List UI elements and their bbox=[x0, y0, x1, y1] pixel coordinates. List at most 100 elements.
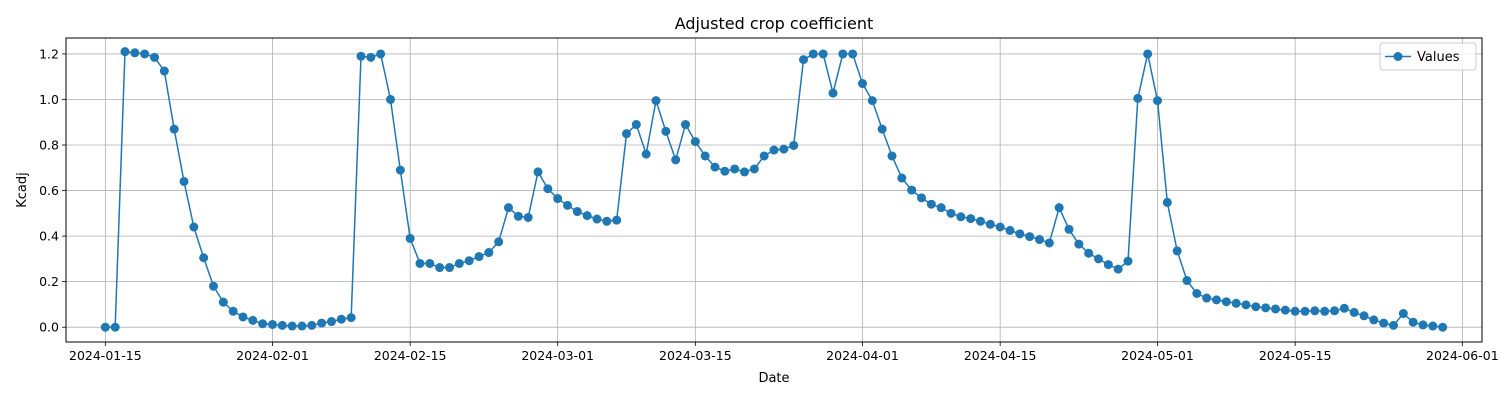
data-point bbox=[1408, 317, 1418, 327]
data-point bbox=[848, 49, 858, 59]
data-point bbox=[1418, 320, 1428, 330]
data-point bbox=[1369, 315, 1379, 325]
data-point bbox=[513, 211, 523, 221]
data-point bbox=[415, 258, 425, 268]
x-axis-title: Date bbox=[758, 371, 789, 386]
data-point bbox=[1438, 322, 1448, 332]
y-tick-label: 1.0 bbox=[39, 92, 59, 107]
data-point bbox=[346, 313, 356, 323]
data-point bbox=[966, 214, 976, 224]
data-point bbox=[1389, 320, 1398, 330]
y-tick-label: 1.2 bbox=[39, 46, 59, 61]
data-point bbox=[366, 52, 376, 62]
data-point bbox=[209, 281, 218, 291]
data-point bbox=[622, 129, 631, 139]
data-point bbox=[1271, 304, 1280, 314]
data-point bbox=[356, 51, 366, 61]
data-point bbox=[789, 140, 799, 150]
y-axis-title: Kcadj bbox=[15, 172, 30, 208]
x-tick-label: 2024-03-15 bbox=[659, 348, 732, 363]
data-point bbox=[730, 164, 740, 174]
data-point bbox=[435, 263, 445, 273]
data-point bbox=[1005, 225, 1015, 235]
y-tick-label: 0.6 bbox=[39, 183, 59, 198]
data-point bbox=[238, 312, 248, 322]
data-point bbox=[1280, 305, 1290, 315]
data-point bbox=[818, 49, 828, 59]
data-point bbox=[307, 320, 317, 330]
data-point bbox=[474, 252, 484, 262]
data-point bbox=[169, 124, 179, 134]
x-tick-label: 2024-02-15 bbox=[374, 348, 447, 363]
y-tick-label: 0.2 bbox=[39, 274, 59, 289]
data-point bbox=[1428, 321, 1438, 331]
data-point bbox=[956, 212, 966, 222]
data-point bbox=[828, 88, 838, 98]
axes: 2024-01-15 2024-02-01 2024-02-15 2024-03-01… bbox=[39, 46, 1499, 363]
data-point bbox=[710, 162, 720, 172]
legend: Values bbox=[1379, 42, 1477, 71]
data-point bbox=[1349, 307, 1359, 317]
data-point bbox=[612, 215, 622, 225]
data-point bbox=[1123, 256, 1133, 266]
data-point bbox=[110, 322, 120, 332]
data-point bbox=[1359, 311, 1369, 321]
data-point bbox=[1113, 264, 1123, 274]
x-tick-label: 2024-04-15 bbox=[964, 348, 1037, 363]
legend-box bbox=[1379, 42, 1477, 71]
data-point bbox=[297, 321, 307, 331]
data-point bbox=[1172, 246, 1182, 256]
data-point bbox=[1330, 306, 1339, 316]
data-point bbox=[425, 258, 435, 268]
data-point bbox=[258, 319, 268, 329]
data-point bbox=[405, 233, 415, 243]
data-point bbox=[1310, 306, 1320, 316]
data-point bbox=[976, 216, 985, 226]
data-point bbox=[651, 96, 661, 106]
data-point bbox=[907, 185, 917, 195]
data-point bbox=[1153, 96, 1162, 106]
data-point bbox=[1231, 298, 1241, 308]
x-tick-label: 2024-03-01 bbox=[521, 348, 594, 363]
data-point bbox=[887, 151, 897, 161]
data-point bbox=[130, 48, 140, 58]
data-point bbox=[661, 126, 671, 136]
data-point bbox=[749, 164, 759, 174]
data-point bbox=[641, 149, 651, 159]
data-point bbox=[897, 173, 907, 183]
data-point bbox=[720, 166, 730, 176]
y-tick-label: 0.8 bbox=[39, 138, 59, 153]
data-point bbox=[563, 200, 572, 210]
data-point bbox=[740, 167, 749, 177]
data-point bbox=[1015, 229, 1025, 239]
data-point bbox=[386, 94, 395, 104]
x-tick-label: 2024-05-01 bbox=[1121, 348, 1194, 363]
legend-label: Values bbox=[1417, 50, 1460, 65]
data-point bbox=[671, 155, 681, 165]
data-point bbox=[582, 211, 592, 221]
data-point bbox=[1300, 306, 1310, 316]
data-point bbox=[100, 322, 110, 332]
data-point bbox=[867, 96, 877, 106]
x-tick-label: 2024-04-01 bbox=[826, 348, 899, 363]
data-point bbox=[317, 318, 327, 328]
data-point bbox=[926, 199, 936, 209]
data-point bbox=[199, 253, 209, 263]
data-point bbox=[1064, 224, 1074, 234]
data-point bbox=[120, 47, 130, 57]
data-point bbox=[1084, 248, 1094, 258]
data-point bbox=[1044, 238, 1054, 248]
data-point bbox=[1192, 289, 1202, 298]
legend-marker-swatch bbox=[1393, 52, 1403, 61]
data-point bbox=[1074, 239, 1084, 249]
data-point bbox=[592, 214, 602, 224]
data-point bbox=[690, 137, 700, 147]
data-point bbox=[1143, 49, 1153, 59]
data-point bbox=[759, 151, 769, 161]
data-point bbox=[700, 151, 710, 161]
data-point bbox=[1261, 303, 1271, 313]
data-point bbox=[1133, 93, 1143, 103]
chart-title: Adjusted crop coefficient bbox=[675, 14, 874, 33]
